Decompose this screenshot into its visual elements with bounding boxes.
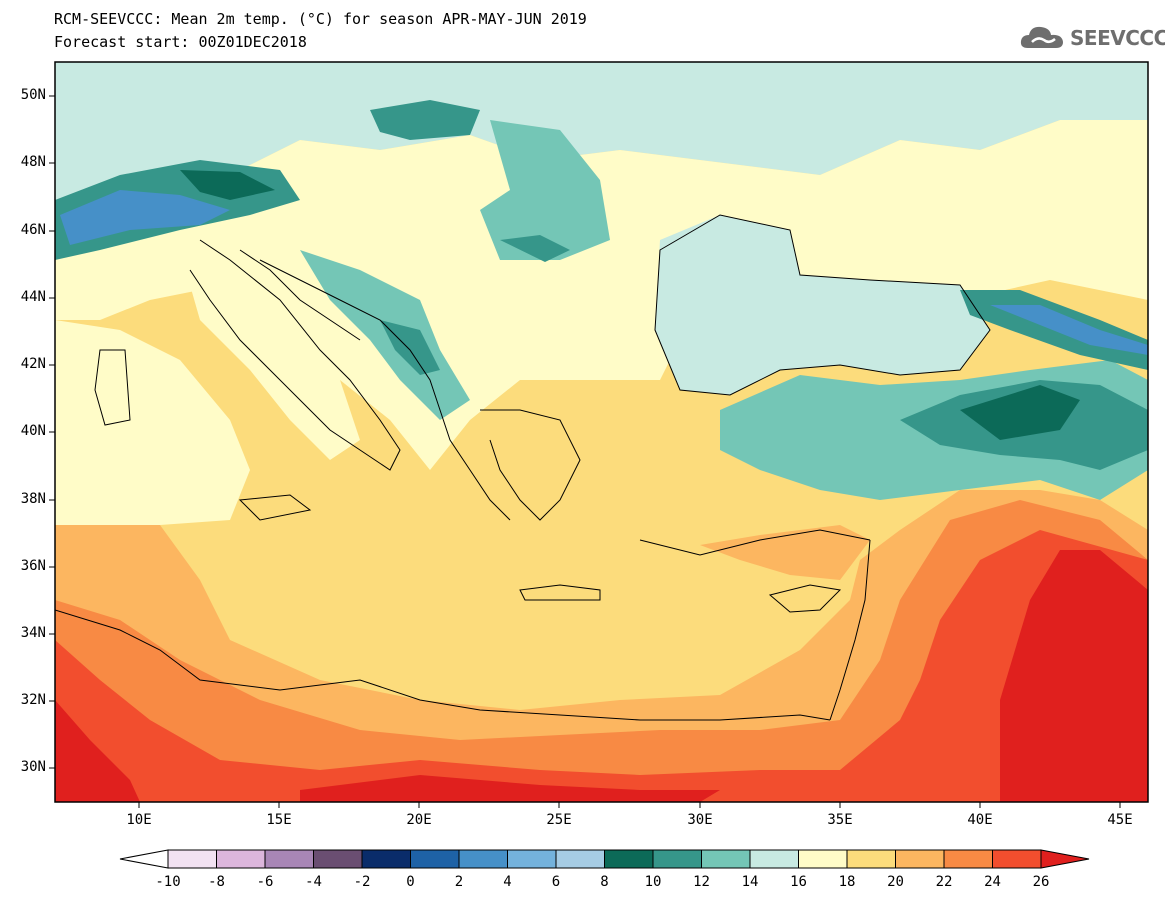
colorbar-arrow-high (1040, 849, 1090, 869)
field-balkans-cold (380, 320, 440, 375)
colorbar-tick-label: -10 (155, 874, 181, 890)
forecast-start-label: Forecast start: 00Z01DEC2018 (54, 33, 307, 51)
lon-label-45: 45E (1107, 812, 1133, 828)
colorbar-tick-label: 10 (644, 874, 662, 890)
field-carpathians-cold (500, 235, 570, 262)
colorbar-tick-label: 6 (551, 874, 561, 890)
lat-label-34: 34N (20, 625, 46, 641)
colorbar-swatch (701, 849, 751, 869)
seevccc-logo: SEEVCCC (1018, 22, 1165, 54)
colorbar-swatch (798, 849, 848, 869)
lat-label-44: 44N (20, 289, 46, 305)
colorbar-swatch (313, 849, 363, 869)
field-above-26 (55, 700, 140, 802)
colorbar-tick-label: 2 (454, 874, 464, 890)
lat-label-48: 48N (20, 154, 46, 170)
temperature-field (55, 62, 1148, 802)
colorbar-tick-label: 18 (838, 874, 856, 890)
field-anatolia-coldest (960, 385, 1080, 440)
field-caucasus-peak (990, 305, 1148, 355)
field-alps-cold (60, 190, 230, 245)
colorbar-swatch (846, 849, 896, 869)
colorbar-swatch (167, 849, 217, 869)
map-title: RCM-SEEVCCC: Mean 2m temp. (°C) for seas… (54, 10, 587, 28)
cloud-logo-icon (1020, 26, 1063, 48)
lat-label-38: 38N (20, 491, 46, 507)
lat-label-36: 36N (20, 558, 46, 574)
field-north-cold (370, 100, 480, 140)
lon-label-30: 30E (687, 812, 713, 828)
field-arabia-hot (1000, 550, 1148, 802)
axis-ticks (49, 95, 1121, 808)
field-italy (180, 250, 360, 460)
colorbar-tick-label: 26 (1032, 874, 1050, 890)
lon-label-15: 15E (266, 812, 292, 828)
colorbar-swatch (749, 849, 799, 869)
coast-balkans (259, 259, 511, 521)
field-16-18-band (55, 120, 1148, 470)
field-west-med (55, 320, 250, 525)
colorbar-tick-label: -2 (353, 874, 371, 890)
lon-label-20: 20E (406, 812, 432, 828)
field-east-med-22 (700, 525, 870, 580)
coast-levant (829, 539, 871, 721)
colorbar-tick-label: 16 (790, 874, 807, 890)
coast-adriatic-east (239, 249, 361, 341)
field-carpathians (480, 120, 610, 260)
colorbar-tick-label: 4 (503, 874, 512, 890)
coast-cyprus (768, 584, 842, 613)
colorbar-swatch (992, 849, 1042, 869)
field-balkans (300, 250, 470, 420)
lat-label-30: 30N (20, 759, 46, 775)
colorbar-swatch (895, 849, 945, 869)
colorbar-tick-label: 14 (741, 874, 759, 890)
colorbar-tick-label: -4 (305, 874, 322, 890)
colorbar-tick-label: 24 (984, 874, 1001, 890)
colorbar-tick-label: 20 (887, 874, 904, 890)
lon-label-10: 10E (126, 812, 152, 828)
lat-label-40: 40N (20, 423, 46, 439)
coast-turkey-south (639, 529, 871, 556)
field-black-sea (655, 215, 990, 395)
coast-sicily (238, 494, 312, 521)
colorbar-swatch (652, 849, 702, 869)
colorbar-swatch (361, 849, 411, 869)
lat-label-42: 42N (20, 356, 46, 372)
coast-africa (55, 609, 831, 721)
coast-crete (519, 584, 601, 601)
colorbar-tick-label: 22 (935, 874, 953, 890)
colorbar-swatch (555, 849, 605, 869)
colorbar-tick-label: -6 (256, 874, 274, 890)
colorbar-tick-label: 0 (406, 874, 415, 890)
lat-label-50: 50N (20, 87, 46, 103)
lat-label-46: 46N (20, 222, 46, 238)
coast-black-sea (654, 214, 991, 396)
colorbar-tick-label: -8 (208, 874, 225, 890)
coast-italy (189, 239, 401, 471)
lon-label-35: 35E (827, 812, 853, 828)
colorbar-swatch (216, 849, 266, 869)
colorbar-tick-label: 8 (600, 874, 609, 890)
colorbar-swatch (507, 849, 557, 869)
colorbar-tick-label: 12 (693, 874, 710, 890)
lon-label-40: 40E (967, 812, 993, 828)
field-libya-hot (300, 775, 720, 802)
colorbar-swatch (410, 849, 460, 869)
lat-label-32: 32N (20, 692, 46, 708)
colorbar-swatch (943, 849, 993, 869)
field-alps-core (180, 170, 275, 200)
colorbar-swatch (264, 849, 314, 869)
colorbar-swatch (604, 849, 654, 869)
colorbar-arrow-low (119, 849, 169, 869)
coast-greece (480, 409, 581, 521)
field-south-24 (55, 500, 1148, 802)
colorbar (119, 849, 1090, 869)
logo-text: SEEVCCC (1070, 26, 1165, 50)
lon-label-25: 25E (546, 812, 572, 828)
colorbar-swatch (458, 849, 508, 869)
coastlines (55, 214, 991, 721)
coast-sardinia (94, 349, 131, 426)
field-north-cool (55, 62, 1148, 260)
